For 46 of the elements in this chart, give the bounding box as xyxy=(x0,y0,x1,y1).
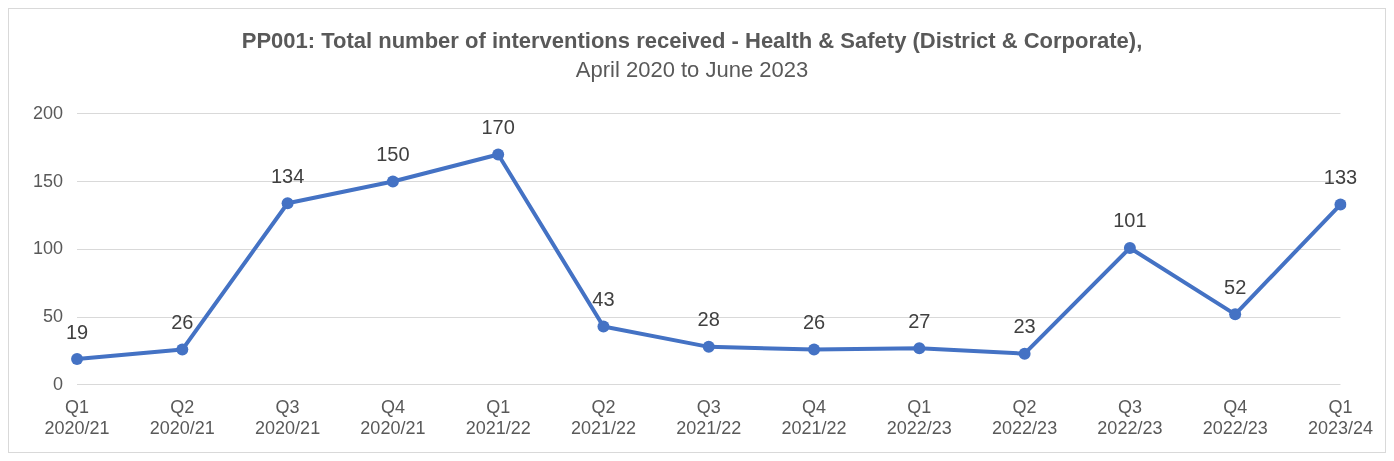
chart-subtitle: April 2020 to June 2023 xyxy=(575,56,809,82)
x-tick-label: Q4 2022/23 xyxy=(1202,396,1268,439)
x-tick-label: Q1 2023/24 xyxy=(1307,396,1374,439)
y-tick-label: 150 xyxy=(32,170,64,191)
point xyxy=(597,320,610,333)
data-label: 26 xyxy=(171,311,194,334)
x-tick-label: Q2 2022/23 xyxy=(992,396,1058,439)
x-tick-label: Q2 2020/21 xyxy=(149,396,215,439)
point xyxy=(1229,308,1242,321)
point xyxy=(386,175,399,188)
x-tick-label: Q3 2021/22 xyxy=(676,396,742,439)
data-label: 26 xyxy=(802,311,826,334)
point xyxy=(1334,198,1347,211)
x-tick-label: Q4 2021/22 xyxy=(781,396,847,439)
data-label: 170 xyxy=(481,115,515,138)
point xyxy=(176,343,189,356)
y-tick-label: 50 xyxy=(43,306,64,327)
data-label: 134 xyxy=(270,164,305,187)
point xyxy=(808,343,821,356)
x-tick-label: Q4 2020/21 xyxy=(360,396,426,439)
point xyxy=(281,197,294,210)
point xyxy=(1018,347,1031,360)
data-label: 27 xyxy=(908,309,931,332)
point xyxy=(702,340,715,353)
data-label: 150 xyxy=(376,143,410,166)
x-tick-label: Q3 2020/21 xyxy=(255,396,321,439)
data-label: 133 xyxy=(1323,166,1358,189)
y-tick-label: 200 xyxy=(32,102,64,123)
data-label: 101 xyxy=(1113,209,1147,232)
x-tick-label: Q1 2020/21 xyxy=(44,396,110,439)
chart-title: PP001: Total number of interventions received - Health & Safety (District & Corporate), xyxy=(241,28,1143,54)
x-tick-label: Q3 2022/23 xyxy=(1097,396,1163,439)
x-tick-label: Q2 2021/22 xyxy=(570,396,636,439)
point xyxy=(1123,241,1136,254)
data-label: 52 xyxy=(1224,275,1247,298)
point xyxy=(913,342,926,355)
data-label: 23 xyxy=(1013,315,1036,338)
data-label: 19 xyxy=(65,320,89,343)
data-label: 43 xyxy=(592,288,615,311)
point xyxy=(71,353,84,366)
point xyxy=(492,148,505,161)
data-label: 28 xyxy=(697,308,720,331)
y-tick-label: 100 xyxy=(32,238,64,259)
x-tick-label: Q1 2022/23 xyxy=(886,396,952,439)
y-tick-label: 0 xyxy=(53,373,64,394)
x-tick-label: Q1 2021/22 xyxy=(465,396,531,439)
